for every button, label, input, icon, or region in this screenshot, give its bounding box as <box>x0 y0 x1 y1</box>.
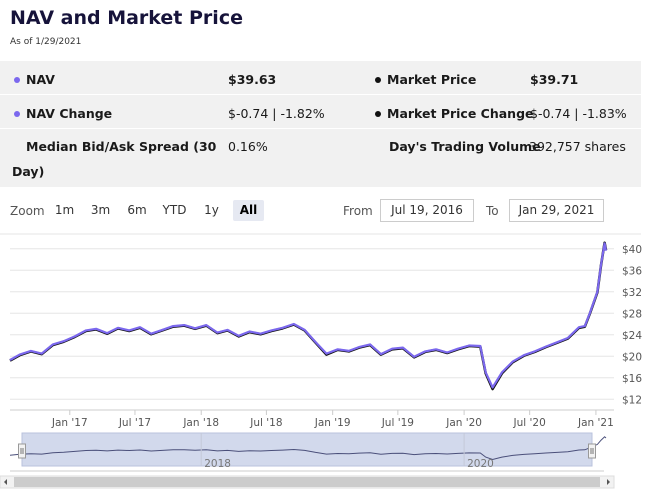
market-price-legend-dot <box>375 77 381 83</box>
to-date-input[interactable]: Jan 29, 2021 <box>509 199 604 222</box>
volume-value: 392,757 shares <box>529 139 626 154</box>
market-price-change-label: Market Price Change <box>387 106 534 121</box>
x-tick-label: Jan '21 <box>577 417 614 429</box>
scroll-left-arrow-icon[interactable] <box>4 479 7 485</box>
zoom-ytd-button[interactable]: YTD <box>162 203 187 217</box>
as-of-date: As of 1/29/2021 <box>10 37 82 47</box>
market-price-series-line <box>9 241 608 391</box>
page-title: NAV and Market Price <box>10 7 243 29</box>
nav-series-line <box>9 242 608 389</box>
volume-label: Day's Trading Volume <box>389 139 541 154</box>
market-price-change-value: $-0.74 | -1.83% <box>530 106 627 121</box>
x-tick-label: Jul '20 <box>513 417 546 429</box>
y-tick-label: $32 <box>622 287 642 299</box>
zoom-1y-button[interactable]: 1y <box>204 203 219 217</box>
spread-label: Median Bid/Ask Spread (30 <box>26 139 217 154</box>
market-price-change-legend-dot <box>375 111 381 117</box>
market-price-label: Market Price <box>387 72 477 87</box>
navigator-year-label: 2020 <box>467 458 494 470</box>
nav-change-label: NAV Change <box>26 106 113 121</box>
spread-label-continued: Day) <box>12 164 45 179</box>
navigator-handle[interactable] <box>588 443 596 459</box>
nav-label: NAV <box>26 72 55 87</box>
row-divider <box>0 128 641 129</box>
from-date-input[interactable]: Jul 19, 2016 <box>380 199 474 222</box>
to-label: To <box>486 204 499 218</box>
nav-change-legend-dot <box>14 111 20 117</box>
y-tick-label: $36 <box>622 265 642 277</box>
y-tick-label: $28 <box>622 308 642 320</box>
navigator-handle[interactable] <box>18 443 26 459</box>
stats-panel: NAV $39.63 Market Price $39.71 NAV Chang… <box>0 61 641 187</box>
zoom-1m-button[interactable]: 1m <box>54 203 75 217</box>
x-tick-label: Jan '19 <box>314 417 351 429</box>
market-price-value: $39.71 <box>530 72 579 87</box>
nav-change-value: $-0.74 | -1.82% <box>228 106 325 121</box>
zoom-6m-button[interactable]: 6m <box>127 203 147 217</box>
x-tick-label: Jan '18 <box>182 417 219 429</box>
zoom-label: Zoom <box>10 204 45 218</box>
x-tick-label: Jan '20 <box>445 417 482 429</box>
from-label: From <box>343 204 373 218</box>
x-tick-label: Jul '18 <box>249 417 282 429</box>
navigator-series-line <box>9 436 607 461</box>
y-tick-label: $24 <box>622 330 642 342</box>
nav-value: $39.63 <box>228 72 277 87</box>
row-divider <box>0 94 641 95</box>
zoom-3m-button[interactable]: 3m <box>90 203 111 217</box>
y-tick-label: $16 <box>622 373 642 385</box>
y-tick-label: $40 <box>622 244 642 256</box>
navigator-selection[interactable] <box>21 432 593 467</box>
x-tick-label: Jul '17 <box>118 417 151 429</box>
spread-value: 0.16% <box>228 139 268 154</box>
zoom-all-button[interactable]: All <box>233 200 264 221</box>
x-tick-label: Jan '17 <box>51 417 88 429</box>
scroll-right-arrow-icon[interactable] <box>607 479 610 485</box>
navigator-year-label: 2018 <box>204 458 231 470</box>
nav-legend-dot <box>14 77 20 83</box>
y-tick-label: $20 <box>622 351 642 363</box>
x-tick-label: Jul '19 <box>381 417 414 429</box>
y-tick-label: $12 <box>622 394 642 406</box>
scrollbar-thumb[interactable] <box>14 477 600 487</box>
